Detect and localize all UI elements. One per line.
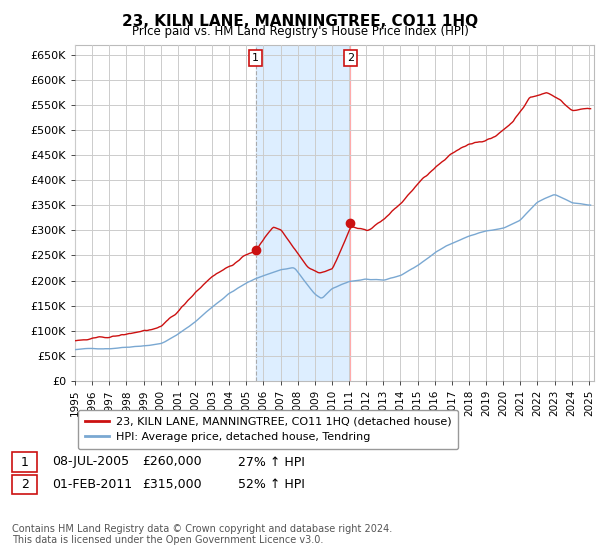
Text: £315,000: £315,000	[142, 478, 202, 491]
Text: 27% ↑ HPI: 27% ↑ HPI	[238, 455, 305, 469]
Text: 08-JUL-2005: 08-JUL-2005	[52, 455, 130, 469]
Text: 1: 1	[20, 455, 29, 469]
Text: £260,000: £260,000	[142, 455, 202, 469]
Text: 52% ↑ HPI: 52% ↑ HPI	[238, 478, 305, 491]
Text: 01-FEB-2011: 01-FEB-2011	[52, 478, 133, 491]
Bar	[256, 45, 350, 381]
Text: 23, KILN LANE, MANNINGTREE, CO11 1HQ: 23, KILN LANE, MANNINGTREE, CO11 1HQ	[122, 14, 478, 29]
Text: 2: 2	[20, 478, 29, 491]
Legend: 23, KILN LANE, MANNINGTREE, CO11 1HQ (detached house), HPI: Average price, detac: 23, KILN LANE, MANNINGTREE, CO11 1HQ (de…	[78, 410, 458, 449]
Text: Contains HM Land Registry data © Crown copyright and database right 2024.
This d: Contains HM Land Registry data © Crown c…	[12, 524, 392, 545]
Text: 1: 1	[252, 53, 259, 63]
Text: 2: 2	[347, 53, 354, 63]
Text: Price paid vs. HM Land Registry's House Price Index (HPI): Price paid vs. HM Land Registry's House …	[131, 25, 469, 38]
